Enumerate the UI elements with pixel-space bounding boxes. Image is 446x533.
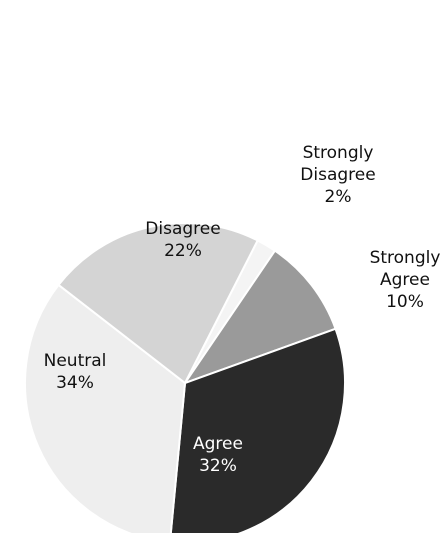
- value-label: 22%: [164, 241, 202, 261]
- pie-slice: [57, 222, 259, 385]
- value-label: 34%: [56, 373, 94, 393]
- category-label: Strongly Disagree: [300, 143, 376, 185]
- category-label: Agree: [193, 434, 243, 454]
- category-label: Strongly Agree: [369, 248, 441, 290]
- slice-label: Neutral 34%: [30, 350, 120, 394]
- slice-label: Disagree 22%: [133, 218, 233, 262]
- pie-slice: [24, 283, 187, 533]
- slice-label: Agree 32%: [173, 433, 263, 477]
- category-label: Disagree: [145, 219, 221, 239]
- pie-slice: [182, 249, 337, 385]
- category-label: Neutral: [43, 351, 107, 371]
- value-label: 2%: [324, 187, 352, 207]
- slice-label: Strongly Disagree 2%: [288, 142, 388, 208]
- value-label: 32%: [199, 456, 237, 476]
- pie-slice: [169, 327, 346, 533]
- slice-label: Strongly Agree 10%: [365, 247, 445, 313]
- value-label: 10%: [386, 292, 424, 312]
